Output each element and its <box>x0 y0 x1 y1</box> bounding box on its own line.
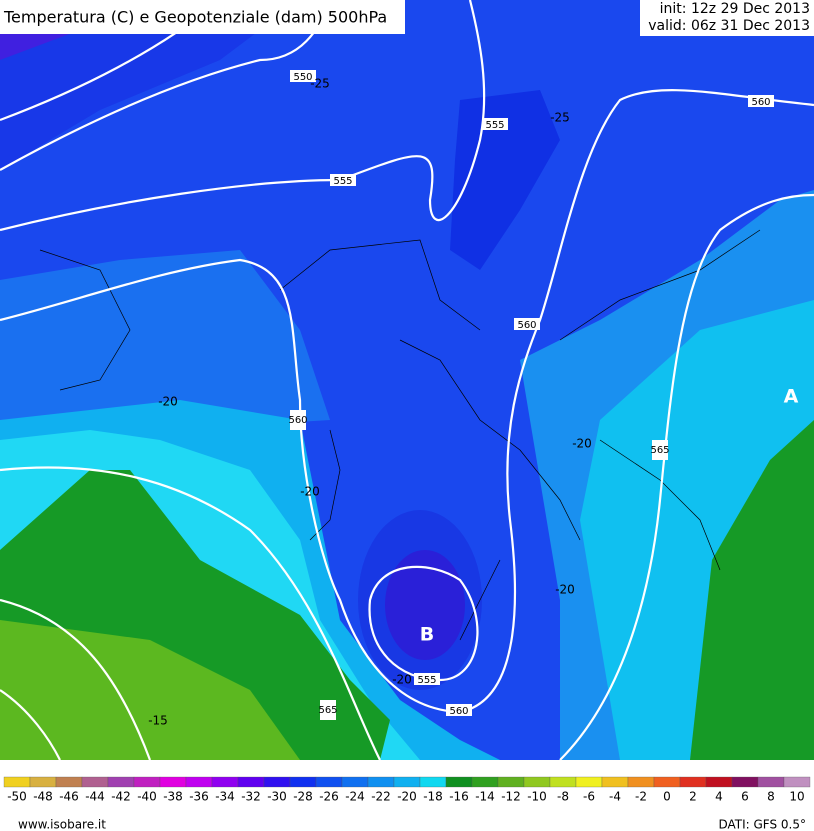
colorbar-swatch <box>497 776 525 788</box>
colorbar-swatch <box>653 776 681 788</box>
isotherm-label: -15 <box>148 714 168 728</box>
isotherm-label: -20 <box>572 437 592 451</box>
colorbar-swatch <box>211 776 239 788</box>
colorbar-label: -12 <box>501 790 521 804</box>
contour-label: 560 <box>449 706 468 717</box>
isotherm-label: -20 <box>300 485 320 499</box>
footer-data: DATI: GFS 0.5° <box>718 818 806 831</box>
colorbar-label: -44 <box>85 790 105 804</box>
colorbar-swatch <box>419 776 447 788</box>
colorbar-swatch <box>263 776 291 788</box>
title: Temperatura (C) e Geopotenziale (dam) 50… <box>3 8 387 27</box>
isotherm-label: -20 <box>392 673 412 687</box>
colorbar-swatch <box>705 776 733 788</box>
colorbar-label: -4 <box>609 790 621 804</box>
colorbar-swatch <box>107 776 135 788</box>
colorbar-label: -2 <box>635 790 647 804</box>
colorbar-label: 10 <box>789 790 804 804</box>
colorbar-swatch <box>185 776 213 788</box>
colorbar-swatch <box>783 776 811 788</box>
colorbar-label: -20 <box>397 790 417 804</box>
colorbar-swatch <box>55 776 83 788</box>
contour-label: 560 <box>517 320 536 331</box>
isotherm-label: -25 <box>550 111 570 125</box>
valid-time: valid: 06z 31 Dec 2013 <box>648 18 810 34</box>
colorbar-swatch <box>445 776 473 788</box>
colorbar-label: -14 <box>475 790 495 804</box>
contour-label: 550 <box>293 72 312 83</box>
colorbar-label: 4 <box>715 790 723 804</box>
colorbar-swatch <box>627 776 655 788</box>
colorbar-label: -16 <box>449 790 469 804</box>
init-time: init: 12z 29 Dec 2013 <box>660 1 810 17</box>
contour-label: 555 <box>417 675 436 686</box>
colorbar-label: -8 <box>557 790 569 804</box>
colorbar-label: -42 <box>111 790 131 804</box>
contour-labels: 550 555 555 560 560 560 565 555 560 565 <box>288 70 774 720</box>
colorbar-label: -30 <box>267 790 287 804</box>
colorbar-swatch <box>81 776 109 788</box>
colorbar-swatch <box>549 776 577 788</box>
isotherm-labels: -25 -20 -20 -20 -20 -20 -25 -15 <box>148 77 592 728</box>
colorbar-swatch <box>237 776 265 788</box>
colorbar-label: -24 <box>345 790 365 804</box>
colorbar-label: -38 <box>163 790 183 804</box>
colorbar-swatch <box>471 776 499 788</box>
colorbar-label: -10 <box>527 790 547 804</box>
colorbar-swatch <box>367 776 395 788</box>
colorbar-swatch <box>315 776 343 788</box>
colorbar-label: 2 <box>689 790 697 804</box>
colorbar: -50 -48 -46 -44 -42 -40 -38 -36 -34 -32 -30 -28 -26-… <box>3 776 811 804</box>
contour-label: 565 <box>650 445 669 456</box>
colorbar-label: 0 <box>663 790 671 804</box>
colorbar-label: -26 <box>319 790 339 804</box>
isotherm-label: -20 <box>555 583 575 597</box>
colorbar-swatch <box>393 776 421 788</box>
colorbar-swatch <box>341 776 369 788</box>
colorbar-swatch <box>601 776 629 788</box>
colorbar-label: 6 <box>741 790 749 804</box>
colorbar-label: -50 <box>7 790 27 804</box>
contour-label: 555 <box>485 120 504 131</box>
colorbar-swatch <box>159 776 187 788</box>
colorbar-swatch <box>133 776 161 788</box>
high-pressure: A <box>784 386 799 408</box>
colorbar-label: -6 <box>583 790 595 804</box>
colorbar-swatch <box>679 776 707 788</box>
colorbar-label: -40 <box>137 790 157 804</box>
colorbar-swatch <box>523 776 551 788</box>
colorbar-swatch <box>757 776 785 788</box>
map <box>0 0 814 761</box>
colorbar-swatch <box>289 776 317 788</box>
colorbar-label: -34 <box>215 790 235 804</box>
colorbar-swatch <box>575 776 603 788</box>
colorbar-label: -36 <box>189 790 209 804</box>
footer-source: www.isobare.it <box>18 818 106 831</box>
contour-label: 560 <box>751 97 770 108</box>
contour-label: 560 <box>288 415 307 426</box>
low-pressure: B <box>420 624 434 646</box>
isotherm-label: -20 <box>158 395 178 409</box>
colorbar-label: -32 <box>241 790 261 804</box>
colorbar-label: -48 <box>33 790 53 804</box>
colorbar-label: -18 <box>423 790 443 804</box>
colorbar-label: -22 <box>371 790 391 804</box>
isotherm-label: -25 <box>310 77 330 91</box>
contour-label: 565 <box>318 705 337 716</box>
colorbar-label: 8 <box>767 790 775 804</box>
contour-label: 555 <box>333 176 352 187</box>
colorbar-swatch <box>731 776 759 788</box>
colorbar-label: -28 <box>293 790 313 804</box>
colorbar-swatch <box>29 776 57 788</box>
colorbar-label: -46 <box>59 790 79 804</box>
colorbar-swatch <box>3 776 31 788</box>
